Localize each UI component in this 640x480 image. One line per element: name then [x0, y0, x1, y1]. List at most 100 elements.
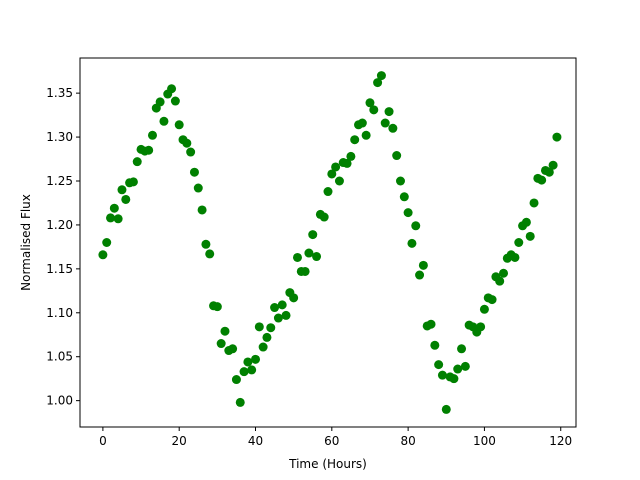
- data-point: [544, 167, 554, 177]
- data-point: [167, 84, 177, 94]
- data-point: [342, 158, 352, 168]
- data-point: [231, 375, 241, 385]
- data-point: [365, 98, 375, 108]
- data-point: [98, 250, 108, 260]
- data-point: [128, 177, 138, 187]
- data-point: [476, 322, 486, 332]
- data-point: [239, 367, 249, 377]
- data-point: [220, 326, 230, 336]
- y-axis-label: Normalised Flux: [19, 194, 33, 291]
- x-axis-ticks: 0 20 40 60 80 100 120: [99, 427, 572, 448]
- x-tick-label: 20: [172, 434, 187, 448]
- data-point: [449, 374, 459, 384]
- y-tick-label: 1.30: [46, 130, 73, 144]
- data-point: [525, 231, 535, 241]
- data-point: [289, 293, 299, 303]
- data-point: [331, 162, 341, 172]
- data-point: [147, 130, 157, 140]
- data-point: [186, 147, 196, 157]
- data-point: [121, 194, 131, 204]
- data-point: [407, 238, 417, 248]
- data-point: [277, 300, 287, 310]
- data-point: [441, 404, 451, 414]
- data-point: [499, 268, 509, 278]
- data-point: [205, 249, 215, 259]
- data-point: [155, 97, 165, 107]
- data-point: [281, 310, 291, 320]
- data-point: [113, 214, 123, 224]
- data-point: [251, 354, 261, 364]
- x-tick-label: 60: [324, 434, 339, 448]
- data-point: [319, 212, 329, 222]
- y-tick-label: 1.15: [46, 262, 73, 276]
- data-point: [254, 322, 264, 332]
- data-point: [552, 132, 562, 142]
- data-point: [109, 203, 119, 213]
- data-point: [457, 344, 467, 354]
- data-point: [266, 323, 276, 333]
- data-point: [384, 107, 394, 117]
- data-point: [247, 365, 257, 375]
- data-point: [437, 370, 447, 380]
- data-point: [193, 183, 203, 193]
- data-point: [304, 248, 314, 258]
- data-point: [197, 205, 207, 215]
- plot-frame: [79, 57, 577, 428]
- y-tick-label: 1.35: [46, 86, 73, 100]
- data-point: [403, 208, 413, 218]
- data-point: [300, 266, 310, 276]
- x-tick-label: 40: [248, 434, 263, 448]
- data-point: [361, 130, 371, 140]
- data-point: [182, 138, 192, 148]
- data-point: [399, 192, 409, 202]
- data-point: [102, 238, 112, 247]
- data-point: [388, 123, 398, 133]
- x-tick-label: 80: [400, 434, 415, 448]
- data-point: [430, 340, 440, 350]
- data-point: [327, 169, 337, 179]
- data-point: [262, 332, 272, 342]
- data-point: [487, 295, 497, 305]
- data-point: [426, 319, 436, 329]
- data-point: [357, 118, 367, 128]
- data-point: [323, 187, 333, 197]
- y-tick-label: 1.20: [46, 218, 73, 232]
- data-point: [174, 120, 184, 130]
- data-point: [212, 302, 222, 312]
- y-axis-ticks: 1.00 1.05 1.10 1.15 1.20 1.25 1.30 1.35: [46, 86, 80, 408]
- data-point: [548, 160, 558, 170]
- points-layer: [98, 71, 562, 414]
- data-point: [258, 342, 268, 352]
- data-point: [117, 185, 127, 195]
- data-point: [369, 105, 379, 115]
- data-point: [510, 252, 520, 262]
- data-point: [514, 238, 524, 247]
- data-point: [334, 176, 344, 186]
- data-point: [434, 360, 444, 370]
- data-point: [270, 303, 280, 313]
- data-point: [346, 151, 356, 161]
- y-tick-label: 1.25: [46, 174, 73, 188]
- data-point: [106, 213, 116, 223]
- data-point: [380, 118, 390, 128]
- data-point: [453, 364, 463, 374]
- x-tick-label: 120: [549, 434, 572, 448]
- data-point: [159, 116, 169, 126]
- data-point: [479, 304, 489, 314]
- data-point: [537, 175, 547, 185]
- data-point: [201, 239, 211, 249]
- data-point: [132, 157, 142, 167]
- data-point: [415, 270, 425, 280]
- data-point: [392, 151, 402, 161]
- data-point: [460, 361, 470, 371]
- data-point: [144, 145, 154, 155]
- data-point: [529, 198, 539, 208]
- y-tick-label: 1.05: [46, 350, 73, 364]
- data-point: [395, 176, 405, 186]
- data-point: [292, 252, 302, 262]
- data-point: [308, 230, 318, 240]
- y-tick-label: 1.00: [46, 394, 73, 408]
